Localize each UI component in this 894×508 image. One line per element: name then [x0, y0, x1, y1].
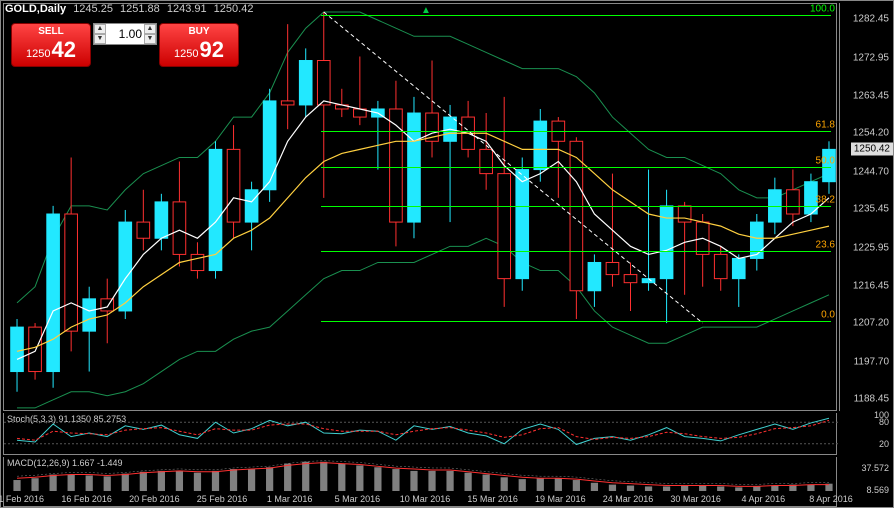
date-tick: 1 Mar 2016 [267, 494, 313, 504]
volume-up-icon[interactable]: ▲ [94, 24, 106, 34]
date-tick: 4 Apr 2016 [742, 494, 786, 504]
price-tick: 1263.45 [853, 91, 889, 102]
fib-line [321, 167, 831, 168]
date-tick: 10 Mar 2016 [400, 494, 451, 504]
fib-label: 23.6 [816, 240, 835, 251]
date-tick: 30 Mar 2016 [670, 494, 721, 504]
price-tick: 1244.70 [853, 166, 889, 177]
volume-up2-icon[interactable]: ▲ [144, 24, 156, 34]
date-tick: 11 Feb 2016 [0, 494, 44, 504]
fib-line [321, 15, 831, 16]
price-tick: 1188.45 [854, 394, 889, 405]
date-tick: 16 Feb 2016 [61, 494, 112, 504]
current-price-box: 1250.42 [851, 142, 893, 155]
price-tick: 1282.45 [853, 14, 889, 25]
date-tick: 24 Mar 2016 [603, 494, 654, 504]
price-tick: 1225.95 [853, 242, 889, 253]
sell-button[interactable]: SELL 125042 [11, 23, 91, 67]
macd-panel[interactable]: MACD(12,26,9) 1.667 -1.449 11 Feb 201616… [3, 457, 837, 507]
price-tick: 1216.45 [853, 280, 889, 291]
date-tick: 20 Feb 2016 [129, 494, 180, 504]
fib-line [321, 251, 831, 252]
fib-line [321, 321, 831, 322]
date-tick: 5 Mar 2016 [335, 494, 381, 504]
volume-down-icon[interactable]: ▼ [94, 34, 106, 44]
volume-down2-icon[interactable]: ▼ [144, 34, 156, 44]
date-tick: 25 Feb 2016 [197, 494, 248, 504]
price-tick: 1235.45 [853, 204, 889, 215]
price-tick: 1272.95 [853, 52, 889, 63]
price-tick: 1254.20 [853, 128, 889, 139]
fib-line [321, 206, 831, 207]
fib-label: 100.0 [810, 4, 835, 15]
date-tick: 15 Mar 2016 [467, 494, 518, 504]
fib-label: 50.0 [816, 156, 835, 167]
trade-panel: SELL 125042 ▲ ▼ 1.00 ▲ ▼ BUY 125092 [11, 23, 239, 67]
fib-line [321, 131, 831, 132]
stochastic-panel[interactable]: Stoch(5,3,3) 91.1350 85.2753 [3, 413, 837, 455]
date-tick: 19 Mar 2016 [535, 494, 586, 504]
date-axis: 11 Feb 201616 Feb 201620 Feb 201625 Feb … [6, 490, 780, 504]
price-axis: 1282.45 1272.95 1263.45 1254.20 1244.70 1235.… [839, 3, 893, 411]
price-tick: 1207.20 [853, 318, 889, 329]
volume-input[interactable]: ▲ ▼ 1.00 ▲ ▼ [93, 23, 157, 45]
buy-button[interactable]: BUY 125092 [159, 23, 239, 67]
fib-label: 38.2 [816, 194, 835, 205]
fib-label: 61.8 [816, 120, 835, 131]
fib-label: 0.0 [821, 310, 835, 321]
price-tick: 1197.70 [854, 356, 889, 367]
